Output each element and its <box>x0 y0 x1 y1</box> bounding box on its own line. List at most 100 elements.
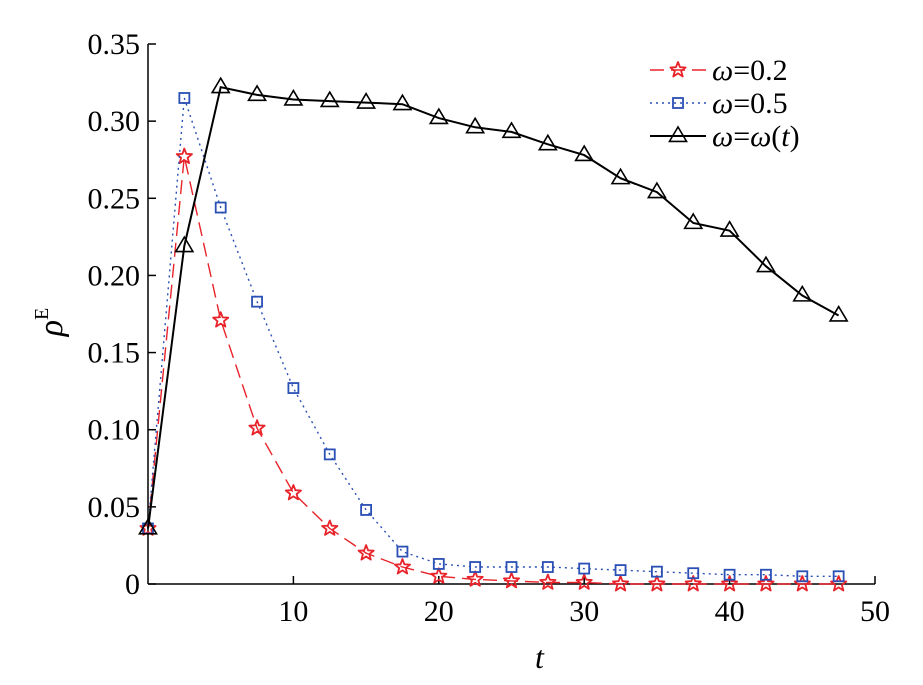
data-point <box>465 116 486 134</box>
legend-label-part: ω <box>712 87 733 120</box>
data-point <box>501 121 522 139</box>
data-point <box>469 561 482 573</box>
legend: ω=0.2ω=0.5ω=ω(t) <box>650 54 800 153</box>
x-tick-label: 30 <box>569 595 599 628</box>
data-point <box>251 295 263 308</box>
data-point <box>755 255 776 273</box>
data-point <box>684 575 702 592</box>
data-point <box>719 220 740 237</box>
y-axis-label: ρE <box>31 308 70 338</box>
data-point <box>757 575 775 592</box>
data-point <box>651 565 663 578</box>
data-point <box>683 212 704 230</box>
data-point <box>541 561 554 573</box>
legend-label-part: ( <box>771 120 781 153</box>
series-2 <box>142 92 845 583</box>
data-point <box>138 517 158 535</box>
data-point <box>537 133 558 151</box>
legend-label: ω=0.2 <box>712 54 788 87</box>
data-point <box>578 562 591 575</box>
data-point <box>430 567 448 584</box>
data-point <box>792 284 813 302</box>
legend-item: ω=0.2 <box>650 54 788 87</box>
legend-label-part: ω <box>750 120 771 153</box>
data-point <box>721 575 739 592</box>
y-tick-label: 0.20 <box>88 259 141 292</box>
y-tick-label: 0.30 <box>88 105 141 138</box>
data-point <box>284 484 302 501</box>
data-point <box>323 448 336 461</box>
y-tick-label: 0.35 <box>88 28 141 61</box>
y-tick-label: 0.15 <box>88 337 141 370</box>
data-point <box>393 558 412 575</box>
legend-label: ω=ω(t) <box>712 120 800 153</box>
x-tick-label: 10 <box>278 595 308 628</box>
series-line <box>147 86 840 529</box>
data-point <box>646 181 667 199</box>
data-point <box>321 519 339 536</box>
x-tick-label: 40 <box>715 595 745 628</box>
data-point <box>428 107 449 125</box>
legend-marker <box>669 61 687 78</box>
y-tick-label: 0.10 <box>88 414 141 447</box>
x-tick-label: 20 <box>424 595 454 628</box>
legend-label-part: ) <box>790 120 800 153</box>
series-line <box>147 97 839 577</box>
data-point <box>612 575 630 592</box>
data-point <box>505 561 518 573</box>
data-point <box>178 92 191 104</box>
data-point <box>212 311 230 328</box>
legend-label: ω=0.5 <box>712 87 788 120</box>
data-point <box>610 167 631 185</box>
data-point <box>283 88 304 106</box>
data-point <box>828 304 849 322</box>
data-point <box>356 92 377 109</box>
data-point <box>175 147 193 165</box>
legend-label-part: =0.5 <box>733 87 787 120</box>
y-tick-label: 0.25 <box>88 182 141 215</box>
data-point <box>214 201 227 214</box>
data-point <box>174 235 195 253</box>
legend-label-part: = <box>733 120 750 153</box>
legend-label-part: ω <box>712 120 733 153</box>
data-point <box>248 419 266 436</box>
data-point <box>760 568 772 581</box>
series-1 <box>139 147 848 592</box>
axes: 0 0.05 0.10 0.15 0.20 0.25 0.30 0.35 10 20 30 40 50 t… <box>31 28 890 675</box>
data-point <box>210 76 231 94</box>
data-point <box>648 575 666 592</box>
data-point <box>357 544 375 561</box>
data-point <box>319 90 340 108</box>
legend-marker <box>668 125 688 143</box>
data-point <box>247 84 268 102</box>
legend-marker <box>672 97 684 109</box>
data-point <box>502 572 520 589</box>
data-point <box>360 504 373 516</box>
data-point <box>575 573 593 590</box>
legend-label-part: t <box>781 120 790 153</box>
y-tick-label: 0 <box>125 568 140 601</box>
data-point <box>796 570 809 583</box>
data-point <box>539 573 557 590</box>
legend-item: ω=0.5 <box>650 87 788 120</box>
series-3 <box>138 76 849 535</box>
data-point <box>574 144 595 162</box>
legend-item: ω=ω(t) <box>650 120 800 153</box>
legend-label-part: =0.2 <box>733 54 787 87</box>
y-tick-label: 0.05 <box>88 491 141 524</box>
data-point <box>396 545 409 558</box>
data-point <box>614 564 627 577</box>
y-axis-label-superscript: E <box>31 308 53 320</box>
plot-area <box>138 76 849 592</box>
x-tick-label: 50 <box>860 595 890 628</box>
legend-label-part: ω <box>712 54 733 87</box>
data-point <box>466 570 484 587</box>
data-point <box>832 570 845 583</box>
data-point <box>723 568 736 581</box>
data-point <box>432 558 445 570</box>
data-point <box>287 382 300 394</box>
data-point <box>392 93 413 111</box>
series-line <box>147 156 839 585</box>
x-axis-label: t <box>535 639 545 675</box>
